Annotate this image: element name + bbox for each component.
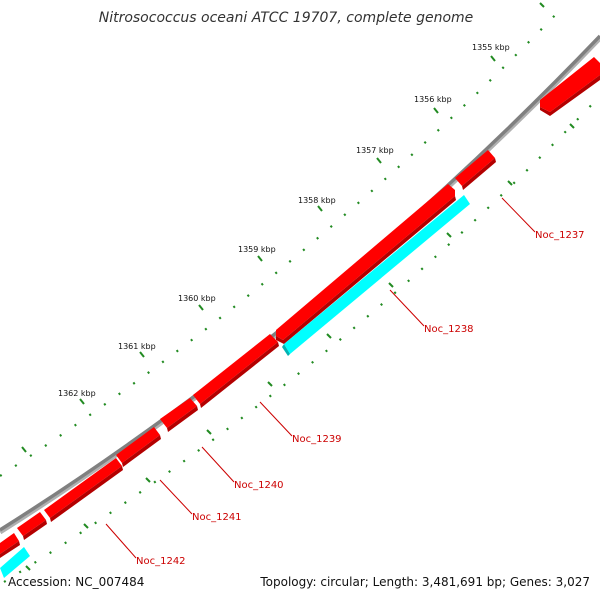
tick-label: 1358 kbp: [298, 196, 336, 205]
gene-label[interactable]: Noc_1239: [292, 434, 342, 445]
gene-label[interactable]: Noc_1241: [192, 512, 242, 523]
accession-text: Accession: NC_007484: [8, 575, 144, 589]
inner-major-tick: [326, 333, 332, 339]
leader-line: [259, 401, 293, 437]
inner-major-tick: [83, 523, 89, 529]
gene-label[interactable]: Noc_1242: [136, 556, 186, 567]
cds-feature: [44, 458, 123, 522]
outer-major-ticks: [21, 2, 545, 453]
cds-feature: [160, 398, 198, 432]
cds-feature: [17, 512, 47, 540]
genome-backbone-shadow: [0, 36, 600, 535]
cds-feature: [0, 533, 20, 558]
leader-line: [501, 197, 536, 233]
leader-line: [389, 289, 425, 327]
map-title: Nitrosococcus oceani ATCC 19707, complet…: [99, 10, 474, 26]
leader-line: [201, 446, 235, 483]
tick-label: 1356 kbp: [414, 95, 452, 104]
gene-leader-lines: [105, 197, 536, 559]
outer-major-tick: [139, 351, 145, 358]
rna-features: [0, 195, 470, 578]
tick-label: 1362 kbp: [58, 389, 96, 398]
inner-major-tick: [446, 232, 452, 238]
outer-major-tick: [433, 107, 439, 114]
outer-major-tick: [257, 255, 263, 262]
cds-feature: [540, 57, 600, 116]
outer-major-tick: [317, 205, 323, 212]
tick-label: 1357 kbp: [356, 146, 394, 155]
gene-label[interactable]: Noc_1238: [424, 324, 474, 335]
inner-major-tick: [569, 123, 575, 129]
inner-major-tick: [507, 180, 513, 186]
cds-features: [0, 57, 600, 558]
inner-major-tick: [145, 477, 151, 483]
tick-label: 1359 kbp: [238, 245, 276, 254]
leader-line: [159, 479, 193, 515]
genome-summary-text: Topology: circular; Length: 3,481,691 bp…: [259, 575, 590, 589]
cds-feature: [455, 150, 496, 190]
outer-major-tick: [198, 304, 204, 311]
rna-feature: [0, 547, 30, 578]
outer-major-tick: [376, 157, 382, 164]
inner-tick-arc: [3, 95, 600, 583]
tick-label: 1355 kbp: [472, 43, 510, 52]
outer-tick-arc: [0, 7, 563, 477]
leader-line: [105, 523, 137, 559]
inner-major-tick: [25, 565, 31, 571]
cds-feature: [193, 334, 279, 408]
inner-major-tick: [206, 429, 212, 435]
outer-major-tick: [79, 398, 85, 405]
rna-feature: [282, 195, 470, 356]
outer-major-tick: [490, 55, 496, 62]
tick-label: 1361 kbp: [118, 342, 156, 351]
gene-label[interactable]: Noc_1237: [535, 230, 585, 241]
tick-label: 1360 kbp: [178, 294, 216, 303]
cds-feature: [116, 427, 161, 467]
outer-major-tick: [539, 2, 545, 8]
outer-major-tick: [21, 446, 27, 453]
inner-major-tick: [267, 381, 273, 387]
inner-major-tick: [388, 282, 394, 288]
cds-feature: [276, 184, 456, 344]
genome-backbone: [0, 34, 600, 532]
gene-label[interactable]: Noc_1240: [234, 480, 284, 491]
inner-major-ticks: [25, 123, 575, 571]
